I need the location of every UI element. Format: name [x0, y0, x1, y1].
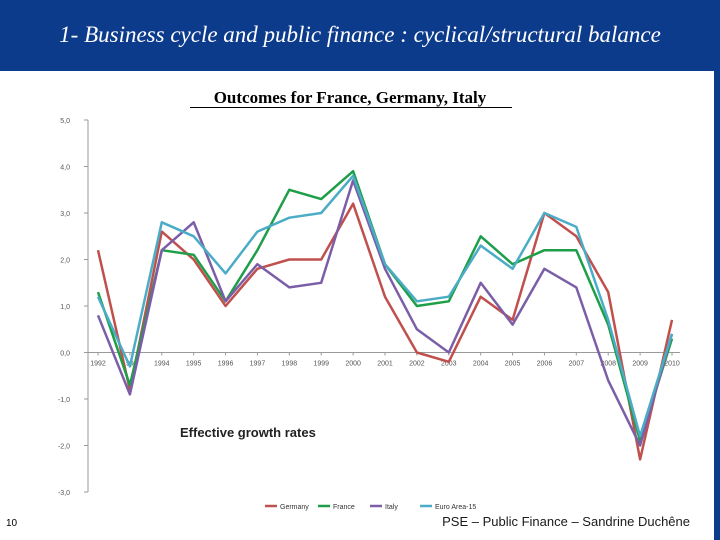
legend-label: Euro Area-15 — [435, 504, 476, 511]
slide-title: 1- Business cycle and public finance : c… — [59, 22, 661, 47]
legend-label: Germany — [280, 504, 309, 511]
x-tick-label: 2010 — [664, 361, 680, 368]
x-tick-label: 2005 — [505, 361, 521, 368]
chart-subtitle: Outcomes for France, Germany, Italy — [213, 88, 487, 107]
x-tick-label: 2000 — [345, 361, 361, 368]
series-line-italy — [96, 179, 674, 447]
y-tick-label: -3,0 — [58, 490, 70, 497]
page-number: 10 — [6, 518, 18, 529]
y-tick-label: 1,0 — [60, 304, 70, 311]
x-tick-label: 2009 — [632, 361, 648, 368]
x-tick-label: 1994 — [154, 361, 170, 368]
slide-header: 1- Business cycle and public finance : c… — [0, 0, 720, 71]
x-tick-label: 2003 — [441, 361, 457, 368]
x-tick-label: 1995 — [186, 361, 202, 368]
y-tick-label: -2,0 — [58, 444, 70, 451]
series-line-france — [96, 169, 674, 443]
x-tick-label: 2008 — [600, 361, 616, 368]
x-tick-label: 1998 — [282, 361, 298, 368]
y-tick-label: 3,0 — [60, 211, 70, 218]
legend-label: Italy — [385, 504, 398, 511]
x-tick-label: 1996 — [218, 361, 234, 368]
x-tick-label: 2006 — [537, 361, 553, 368]
x-tick-label: 2001 — [377, 361, 393, 368]
x-tick-label: 2002 — [409, 361, 425, 368]
legend-label: France — [333, 504, 355, 511]
y-tick-label: 4,0 — [60, 165, 70, 172]
series-line-euro-area-15 — [96, 174, 674, 438]
x-tick-label: 1999 — [313, 361, 329, 368]
y-tick-label: 2,0 — [60, 258, 70, 265]
right-accent-bar — [714, 71, 720, 540]
y-tick-label: -1,0 — [58, 397, 70, 404]
x-tick-label: 1997 — [250, 361, 266, 368]
y-tick-label: 5,0 — [60, 118, 70, 125]
footer-text: PSE – Public Finance – Sandrine Duchêne — [442, 514, 690, 529]
y-tick-label: 0,0 — [60, 351, 70, 358]
subtitle-underline — [190, 107, 512, 108]
x-tick-label: 1992 — [90, 361, 106, 368]
chart-annotation: Effective growth rates — [180, 425, 316, 440]
series-line-germany — [96, 202, 674, 461]
x-tick-label: 2007 — [569, 361, 585, 368]
x-tick-label: 2004 — [473, 361, 489, 368]
